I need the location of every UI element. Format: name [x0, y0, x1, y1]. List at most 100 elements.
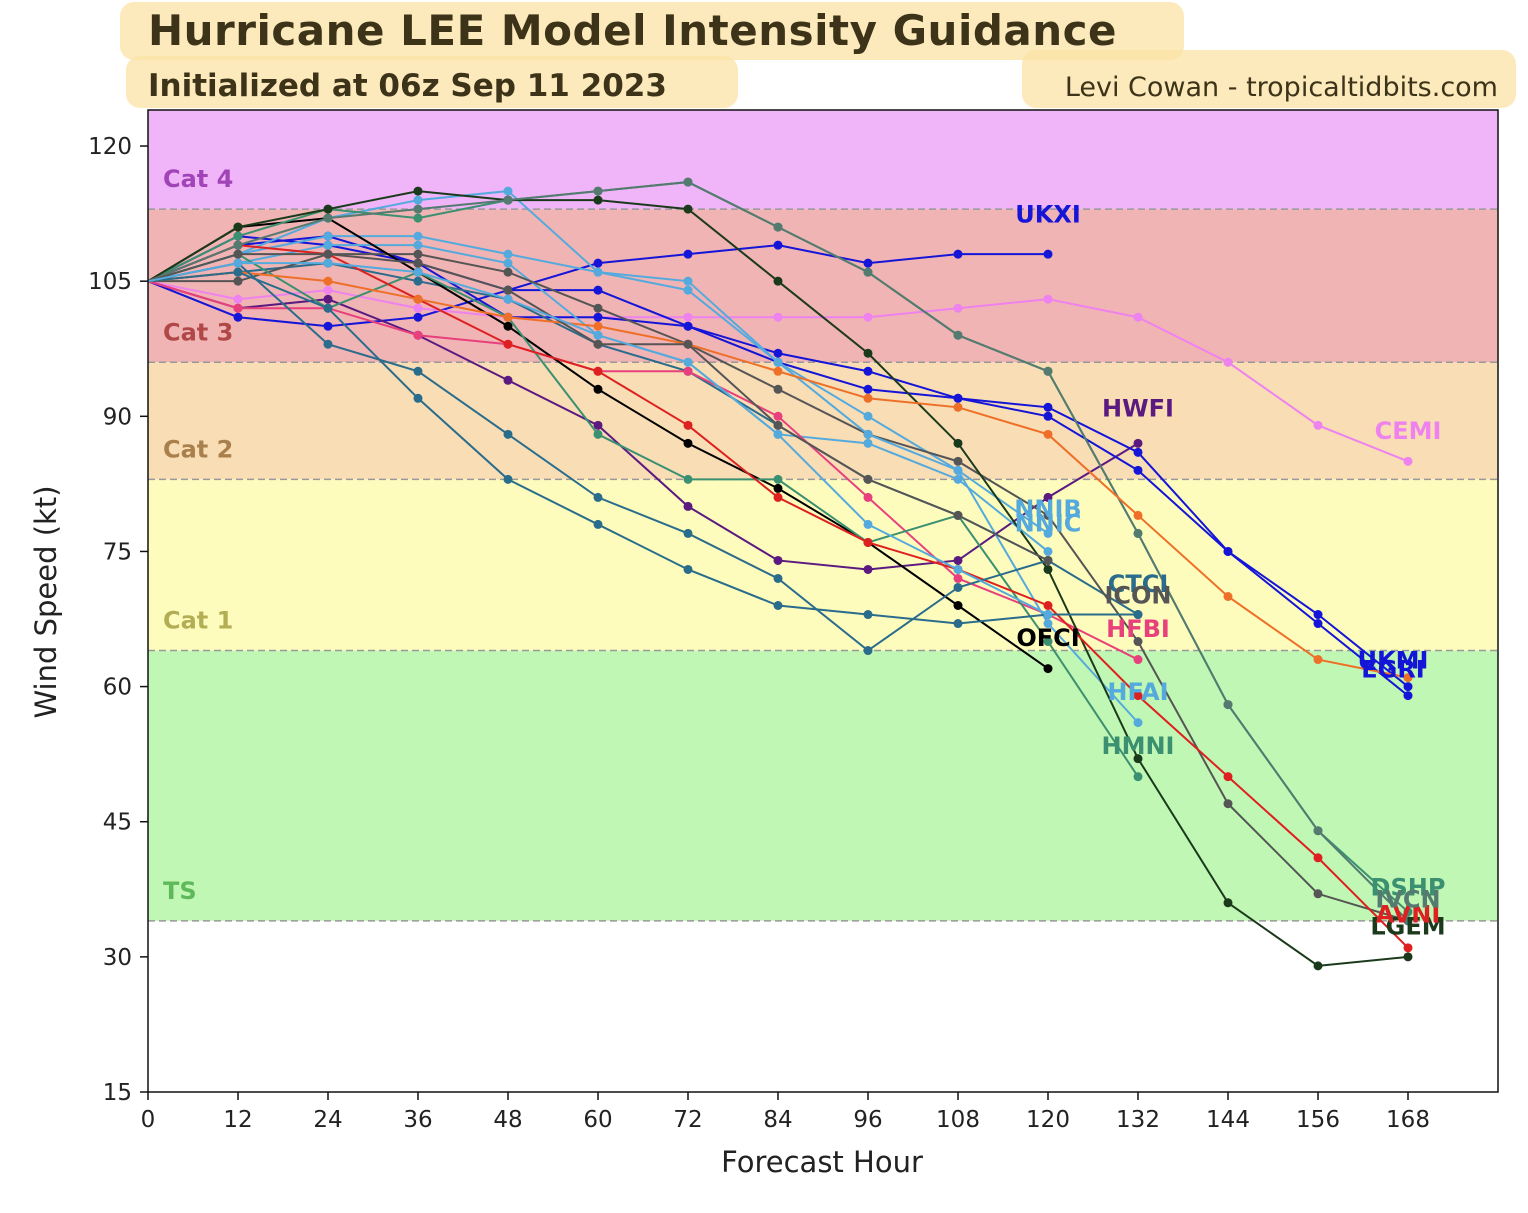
category-bands: TS Cat 1 Cat 2 Cat 3 Cat 4 — [148, 110, 1498, 921]
series-label-nnic: NNIC — [1015, 510, 1082, 538]
data-point — [503, 186, 513, 196]
data-point — [503, 339, 513, 349]
credit-text: Levi Cowan - tropicaltidbits.com — [1064, 72, 1498, 103]
data-point — [863, 519, 873, 529]
data-point — [1133, 691, 1143, 701]
band-ts — [148, 650, 1498, 921]
data-point — [1133, 465, 1143, 475]
data-point — [683, 312, 693, 322]
data-point — [863, 267, 873, 277]
data-point — [773, 483, 783, 493]
data-point — [1403, 691, 1413, 701]
data-point — [323, 258, 333, 268]
data-point — [683, 249, 693, 259]
data-point — [953, 555, 963, 565]
series-unlabeled-20 — [147, 249, 1053, 565]
data-point — [953, 249, 963, 259]
y-tick-label: 105 — [88, 269, 132, 295]
data-point — [683, 438, 693, 448]
data-point — [683, 501, 693, 511]
data-point — [1133, 438, 1143, 448]
x-tick-label: 12 — [223, 1107, 252, 1133]
data-point — [1223, 546, 1233, 556]
x-tick-label: 48 — [493, 1107, 522, 1133]
data-point — [773, 573, 783, 583]
data-point — [1403, 682, 1413, 692]
data-point — [413, 231, 423, 241]
model-series — [147, 177, 1413, 971]
series-line — [147, 280, 1139, 661]
data-point — [1133, 754, 1143, 764]
data-point — [953, 601, 963, 611]
data-point — [863, 429, 873, 439]
band-label-cat-4: Cat 4 — [163, 165, 233, 193]
data-point — [593, 258, 603, 268]
data-point — [1133, 610, 1143, 620]
x-tick-label: 24 — [313, 1107, 342, 1133]
data-point — [1223, 591, 1233, 601]
credit-highlight — [1022, 50, 1516, 108]
data-point — [593, 267, 603, 277]
data-point — [683, 285, 693, 295]
data-point — [1313, 889, 1323, 899]
data-point — [773, 429, 783, 439]
data-point — [593, 384, 603, 394]
data-point — [773, 312, 783, 322]
data-point — [1403, 943, 1413, 953]
data-point — [1133, 312, 1143, 322]
data-point — [233, 240, 243, 250]
data-point — [1133, 772, 1143, 782]
data-point — [1313, 610, 1323, 620]
data-point — [863, 564, 873, 574]
data-point — [413, 195, 423, 205]
data-point — [593, 492, 603, 502]
data-point — [1403, 907, 1413, 917]
data-point — [323, 231, 333, 241]
data-point — [1043, 492, 1053, 502]
data-point — [953, 573, 963, 583]
data-point — [593, 366, 603, 376]
data-point — [1043, 564, 1053, 574]
data-point — [593, 321, 603, 331]
data-point — [1043, 664, 1053, 674]
data-point — [1403, 952, 1413, 962]
data-point — [863, 492, 873, 502]
data-point — [1043, 555, 1053, 565]
data-point — [773, 276, 783, 286]
data-point — [413, 240, 423, 250]
x-tick-label: 120 — [1026, 1107, 1070, 1133]
series-label-ofci: OFCI — [1016, 624, 1079, 652]
data-point — [953, 465, 963, 475]
data-point — [1043, 528, 1053, 538]
title-highlight — [120, 2, 1184, 60]
data-point — [323, 213, 333, 223]
data-point — [503, 429, 513, 439]
x-tick-label: 72 — [673, 1107, 702, 1133]
data-point — [953, 438, 963, 448]
data-point — [233, 258, 243, 268]
data-point — [593, 429, 603, 439]
series-lgem — [147, 186, 1413, 971]
data-point — [593, 303, 603, 313]
data-point — [233, 294, 243, 304]
axes: 0 12 24 36 48 60 72 84 96 108 120 132 144 156 168 15 30 4… — [88, 109, 1499, 1133]
data-point — [773, 222, 783, 232]
data-point — [323, 285, 333, 295]
data-point — [1043, 510, 1053, 520]
data-point — [953, 303, 963, 313]
data-point — [683, 339, 693, 349]
data-point — [773, 348, 783, 358]
data-point — [413, 366, 423, 376]
data-point — [413, 393, 423, 403]
data-point — [683, 474, 693, 484]
x-tick-label: 60 — [583, 1107, 612, 1133]
data-point — [863, 438, 873, 448]
data-point — [413, 276, 423, 286]
data-point — [233, 231, 243, 241]
series-label-ctci: CTCI — [1108, 570, 1169, 598]
data-point — [953, 510, 963, 520]
data-point — [1043, 249, 1053, 259]
data-point — [1043, 294, 1053, 304]
data-point — [1043, 366, 1053, 376]
data-point — [1043, 610, 1053, 620]
